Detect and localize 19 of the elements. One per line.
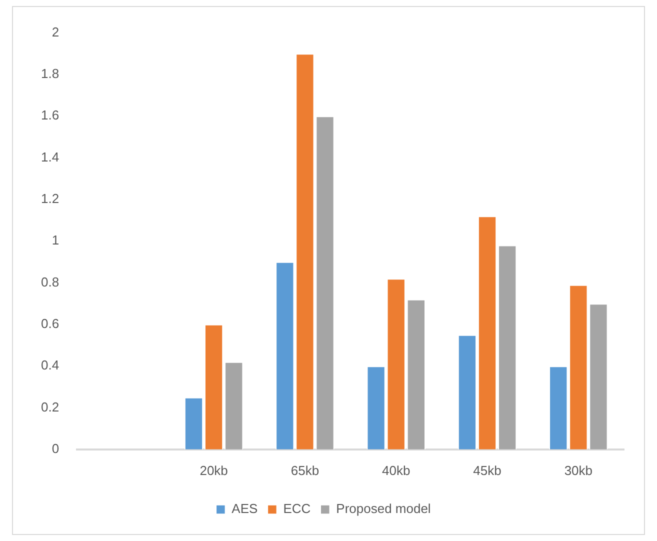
y-tick-label: 0.6 <box>40 316 60 331</box>
y-tick-label: 2 <box>52 24 60 40</box>
legend-label: AES <box>232 501 258 516</box>
x-tick-label: 30kb <box>564 462 593 478</box>
x-tick-label: 20kb <box>200 462 228 478</box>
x-tick-label: 65kb <box>290 462 320 478</box>
legend-label: ECC <box>283 501 311 516</box>
legend-label: Proposed model <box>336 501 431 516</box>
y-tick-label: 1 <box>52 232 60 248</box>
x-tick-label: 45kb <box>473 462 502 478</box>
x-tick-label: 40kb <box>382 462 410 478</box>
y-tick-label: 0.2 <box>40 399 60 414</box>
y-tick-label: 1.8 <box>40 66 60 82</box>
y-tick-label: 0.4 <box>40 358 60 373</box>
y-tick-label: 0 <box>52 440 60 456</box>
y-tick-label: 0.8 <box>40 274 60 290</box>
y-tick-label: 1.2 <box>40 191 60 206</box>
y-tick-label: 1.6 <box>40 108 60 123</box>
y-tick-label: 1.4 <box>40 149 60 164</box>
